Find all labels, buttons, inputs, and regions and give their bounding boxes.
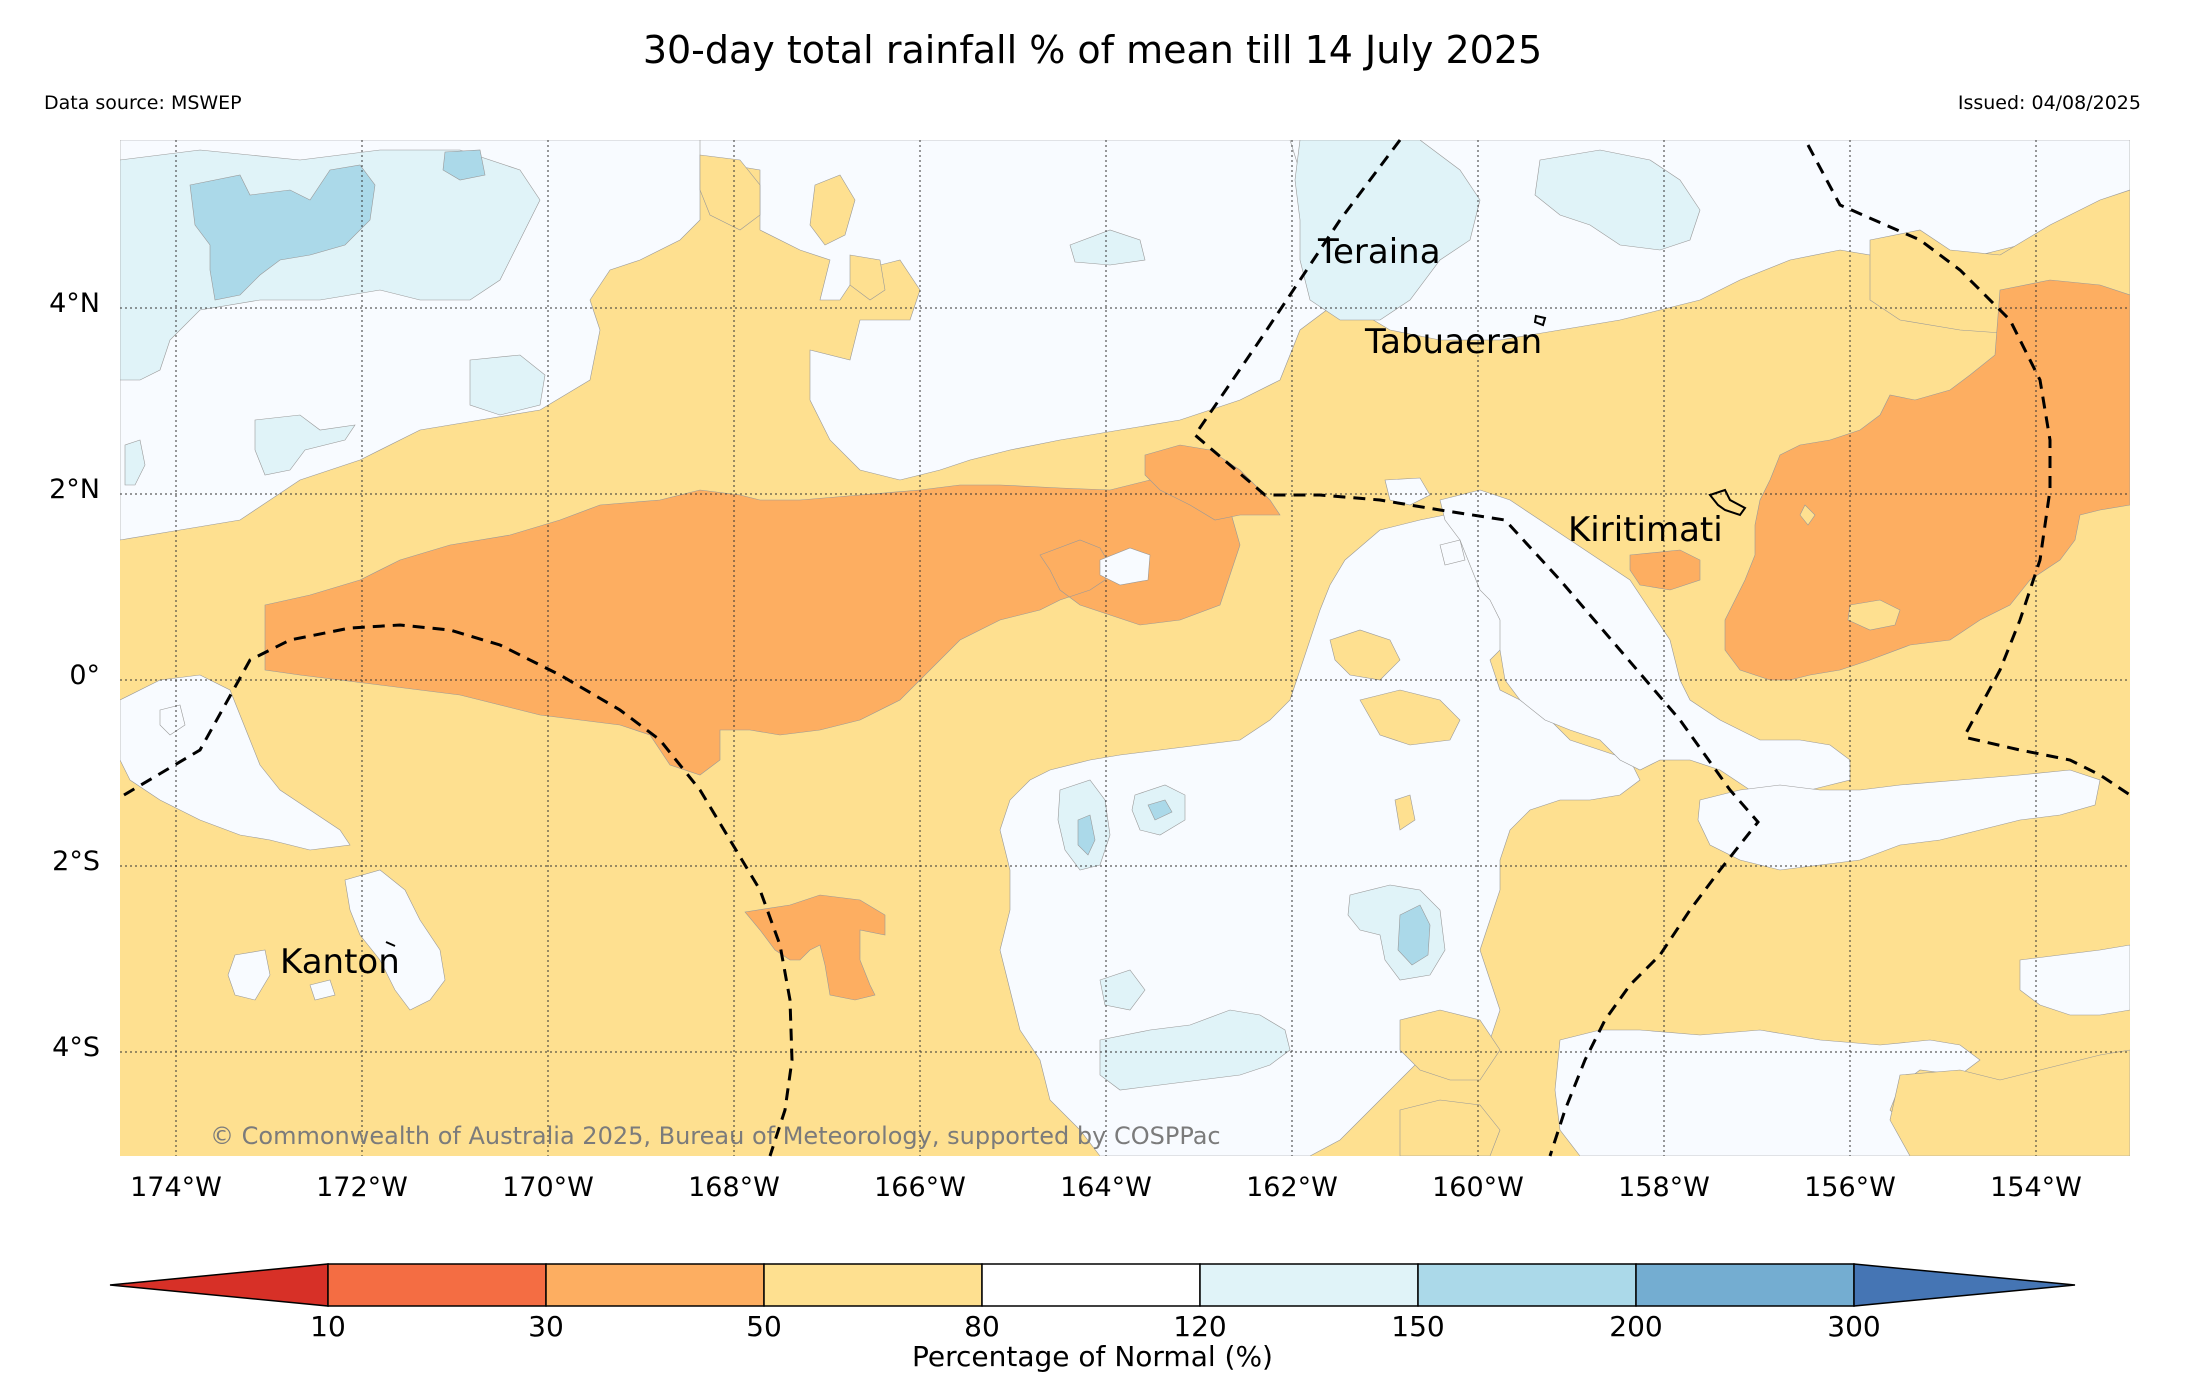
sw-white-4: [159, 704, 186, 736]
orange-near-equator-east: [1144, 444, 1281, 521]
lon-label-156w: 156°W: [1804, 1172, 1896, 1203]
east-yellow-hole: [1847, 599, 1901, 631]
nw-lightblue-small-1: [469, 354, 546, 416]
eez-boundaries: [123, 139, 2131, 1157]
colorbar-80-120: [981, 1263, 1201, 1307]
place-label-kanton: Kanton: [280, 942, 400, 982]
colorbar-200-300: [1635, 1263, 1855, 1307]
copyright-notice: © Commonwealth of Australia 2025, Bureau…: [210, 1122, 1221, 1150]
colorbar-tick-200: 200: [1609, 1310, 1663, 1343]
lon-label-170w: 170°W: [502, 1172, 594, 1203]
colorbar-tick-10: 10: [310, 1310, 346, 1343]
colorbar-tick-120: 120: [1173, 1310, 1227, 1343]
south-blue-2: [1147, 799, 1173, 821]
lat-label-4n: 4°N: [49, 288, 100, 319]
north-yellow-island-1: [699, 154, 761, 231]
south-yellow-island-1: [1329, 629, 1401, 681]
colorbar-10-30: [327, 1263, 547, 1307]
east-yellow-hole-2: [1799, 504, 1816, 526]
orange-south-patch: [744, 894, 886, 1001]
south-yellow-island-5: [1399, 1099, 1501, 1156]
place-label-tabuaeran: Tabuaeran: [1365, 322, 1543, 362]
kanton-outline: [385, 941, 396, 947]
colorbar-label: Percentage of Normal (%): [912, 1340, 1273, 1373]
sw-white-2: [227, 949, 271, 1001]
place-label-kiritimati: Kiritimati: [1568, 510, 1723, 550]
nw-blue-dot: [442, 149, 486, 181]
south-lightblue-4: [1099, 1009, 1291, 1091]
colorbar-tick-300: 300: [1827, 1310, 1881, 1343]
colorbar-120-150: [1199, 1263, 1419, 1307]
colorbar-tick-80: 80: [964, 1310, 1000, 1343]
data-source-label: Data source: MSWEP: [44, 92, 242, 114]
north-yellow-island-3: [849, 254, 886, 301]
se-white-strip: [2019, 944, 2130, 1016]
nw-lightblue-small-3: [124, 439, 146, 486]
south-blue-1: [1077, 814, 1096, 856]
colorbar-30-50: [545, 1263, 765, 1307]
south-yellow-island-3: [1394, 794, 1416, 831]
place-label-teraina: Teraina: [1318, 232, 1441, 272]
orange-east-large: [1724, 279, 2130, 681]
phoenix-eez-line: [123, 623, 794, 1157]
colorbar-tick-30: 30: [528, 1310, 564, 1343]
lon-label-166w: 166°W: [874, 1172, 966, 1203]
kiritimati-outline: [1708, 488, 1747, 517]
lon-label-172w: 172°W: [316, 1172, 408, 1203]
ne-lightblue-patch: [1534, 149, 1701, 251]
lon-label-158w: 158°W: [1618, 1172, 1710, 1203]
line-islands-eez-east: [1806, 144, 2131, 797]
se-yellow-patch: [1889, 1049, 2130, 1156]
colorbar-extend-high: [1853, 1263, 2076, 1307]
south-blue-3: [1397, 904, 1431, 966]
se-white-area: [1554, 1029, 1981, 1156]
colorbar-tick-50: 50: [746, 1310, 782, 1343]
lon-label-168w: 168°W: [688, 1172, 780, 1203]
graticule: [120, 140, 2130, 1156]
colorbar-tick-150: 150: [1391, 1310, 1445, 1343]
sw-white-3: [309, 979, 336, 1001]
lat-label-2n: 2°N: [49, 474, 100, 505]
tabuaeran-outline: [1533, 314, 1547, 327]
lat-label-0: 0°: [69, 660, 100, 691]
south-yellow-island-4: [1399, 1009, 1501, 1081]
lon-label-162w: 162°W: [1246, 1172, 1338, 1203]
map-title: 30-day total rainfall % of mean till 14 …: [642, 28, 1543, 72]
colorbar-extend-low: [109, 1263, 329, 1307]
colorbar-50-80: [763, 1263, 983, 1307]
lon-label-154w: 154°W: [1990, 1172, 2082, 1203]
lon-label-164w: 164°W: [1060, 1172, 1152, 1203]
colorbar: [109, 1263, 2076, 1307]
lon-label-160w: 160°W: [1432, 1172, 1524, 1203]
north-yellow-island-2: [809, 174, 856, 246]
east-white-band: [1697, 769, 2101, 871]
issued-date-label: Issued: 04/08/2025: [1957, 92, 2141, 114]
ne-lightblue-patch-2: [1069, 229, 1146, 266]
lat-label-4s: 4°S: [52, 1032, 100, 1063]
white-mid-1: [1099, 547, 1151, 586]
south-lightblue-5: [1099, 969, 1146, 1011]
teraina-lightblue: [1294, 140, 1481, 321]
line-islands-eez-west: [1193, 139, 1760, 1157]
lon-label-174w: 174°W: [130, 1172, 222, 1203]
nw-blue-core: [189, 164, 376, 301]
colorbar-150-200: [1417, 1263, 1637, 1307]
orange-east-small: [1629, 549, 1701, 591]
south-yellow-island-2: [1359, 689, 1461, 746]
white-mid-2: [1384, 477, 1431, 506]
nw-lightblue-small-2: [254, 414, 356, 476]
sw-white-kanton: [344, 869, 446, 1011]
white-mid-3: [1439, 539, 1466, 566]
lat-label-2s: 2°S: [52, 846, 100, 877]
central-orange-band: [264, 469, 1241, 776]
